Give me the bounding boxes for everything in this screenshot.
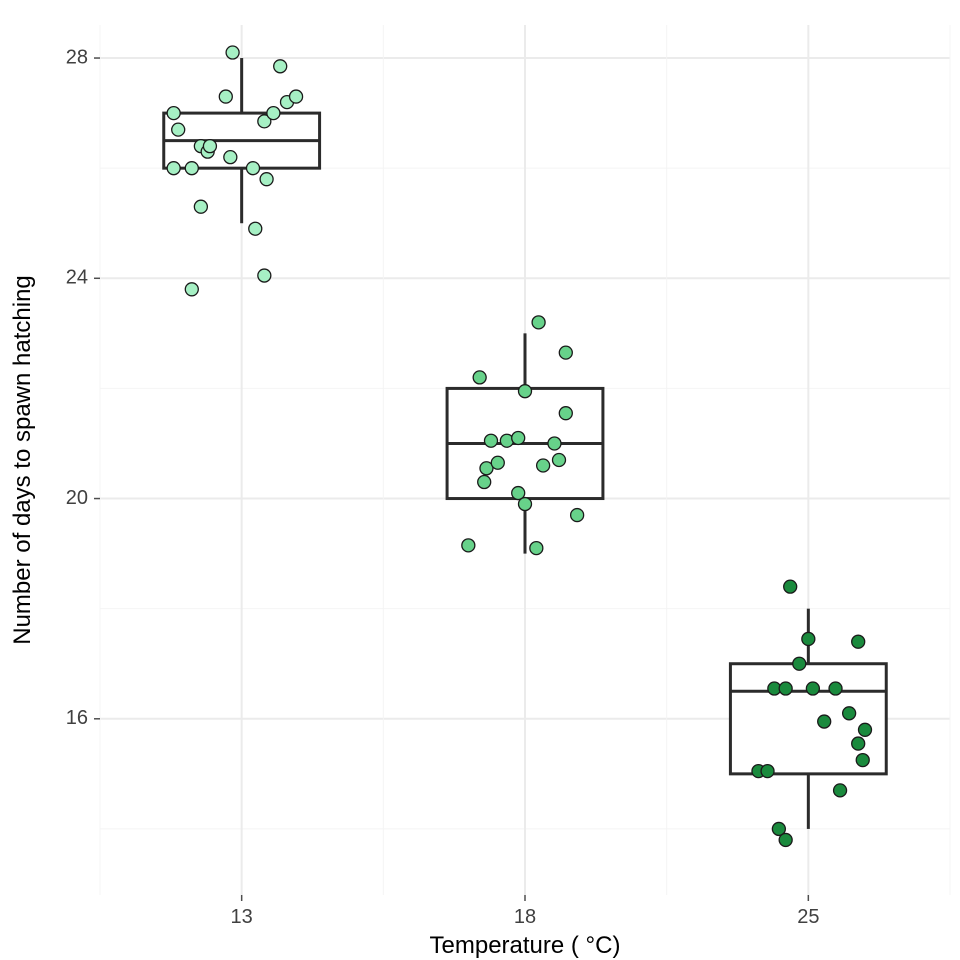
data-point	[167, 162, 180, 175]
data-point	[224, 151, 237, 164]
data-point	[548, 437, 561, 450]
data-point	[249, 222, 262, 235]
data-point	[793, 657, 806, 670]
data-point	[761, 765, 774, 778]
data-point	[571, 509, 584, 522]
data-point	[167, 107, 180, 120]
data-point	[859, 723, 872, 736]
data-point	[226, 46, 239, 59]
chart-svg: 16 20 24 28 13 18 25 Number of days to spawn ha…	[0, 0, 960, 960]
data-point	[267, 107, 280, 120]
y-axis-title: Number of days to spawn hatching	[9, 275, 36, 645]
data-point	[512, 431, 525, 444]
data-point	[491, 456, 504, 469]
data-point	[779, 682, 792, 695]
data-point	[852, 635, 865, 648]
data-point	[537, 459, 550, 472]
data-point	[172, 123, 185, 136]
data-point	[260, 173, 273, 186]
y-tick-label: 16	[66, 707, 88, 729]
data-point	[818, 715, 831, 728]
data-point	[194, 200, 207, 213]
data-point	[519, 498, 532, 511]
data-point	[559, 407, 572, 420]
data-point	[532, 316, 545, 329]
data-point	[462, 539, 475, 552]
data-point	[219, 90, 232, 103]
data-point	[530, 542, 543, 555]
data-point	[185, 162, 198, 175]
x-tick-label: 18	[514, 906, 536, 928]
data-point	[290, 90, 303, 103]
data-point	[247, 162, 260, 175]
data-point	[203, 140, 216, 153]
data-point	[806, 682, 819, 695]
x-axis-title: Temperature ( °C)	[430, 932, 621, 959]
data-point	[856, 754, 869, 767]
x-tick-label: 13	[231, 906, 253, 928]
data-point	[843, 707, 856, 720]
x-tick-label: 25	[797, 906, 819, 928]
data-point	[829, 682, 842, 695]
data-point	[779, 833, 792, 846]
data-point	[559, 346, 572, 359]
y-tick-label: 20	[66, 487, 88, 509]
y-tick-label: 24	[66, 267, 88, 289]
y-tick-label: 28	[66, 46, 88, 68]
data-point	[473, 371, 486, 384]
data-point	[478, 476, 491, 489]
data-point	[185, 283, 198, 296]
data-point	[519, 385, 532, 398]
data-point	[852, 737, 865, 750]
data-point	[802, 632, 815, 645]
data-point	[274, 60, 287, 73]
data-point	[258, 269, 271, 282]
boxplot-chart: 16 20 24 28 13 18 25 Number of days to spawn ha…	[0, 0, 960, 960]
data-point	[784, 580, 797, 593]
data-point	[834, 784, 847, 797]
data-point	[485, 434, 498, 447]
data-point	[553, 454, 566, 467]
